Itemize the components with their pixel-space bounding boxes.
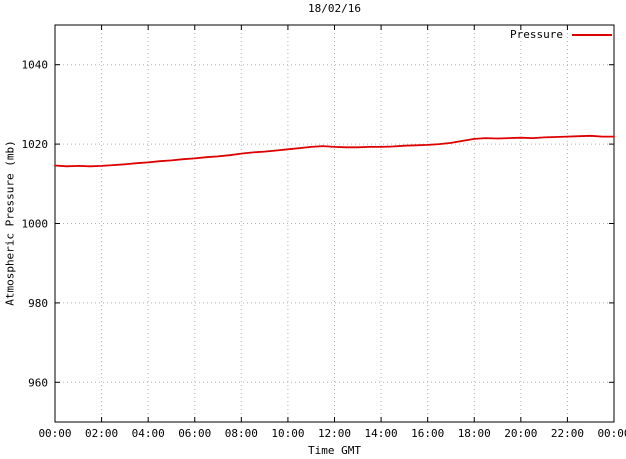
y-tick-labels: 960 980 1000 1020 1040 [22,59,49,390]
x-tick-label: 10:00 [271,427,304,440]
x-tick-label: 16:00 [411,427,444,440]
tick-marks [54,25,615,422]
x-tick-label: 04:00 [132,427,165,440]
y-tick-label: 960 [28,376,48,389]
chart-title: 18/02/16 [308,2,361,15]
x-tick-label: 00:00 [597,427,626,440]
x-tick-label: 02:00 [85,427,118,440]
axes-border [54,24,615,423]
x-tick-label: 18:00 [458,427,491,440]
x-tick-label: 20:00 [504,427,537,440]
y-axis-label: Atmospheric Pressure (mb) [3,140,17,306]
y-tick-label: 1040 [22,59,49,72]
pressure-line [54,134,615,168]
y-tick-label: 980 [28,297,48,310]
x-axis-label: Time GMT [308,444,361,457]
y-tick-label: 1020 [22,138,49,151]
x-tick-label: 22:00 [551,427,584,440]
x-tick-label: 08:00 [225,427,258,440]
legend-label: Pressure [510,28,563,41]
y-tick-label: 1000 [22,218,49,231]
x-tick-labels: 00:00 02:00 04:00 06:00 08:00 10:00 12:00 14:00… [38,427,626,440]
legend: Pressure [510,28,612,41]
x-tick-label: 00:00 [38,427,71,440]
grid [54,25,615,422]
x-tick-label: 14:00 [365,427,398,440]
x-tick-label: 12:00 [318,427,351,440]
legend-line-sample [572,33,612,36]
x-tick-label: 06:00 [178,427,211,440]
